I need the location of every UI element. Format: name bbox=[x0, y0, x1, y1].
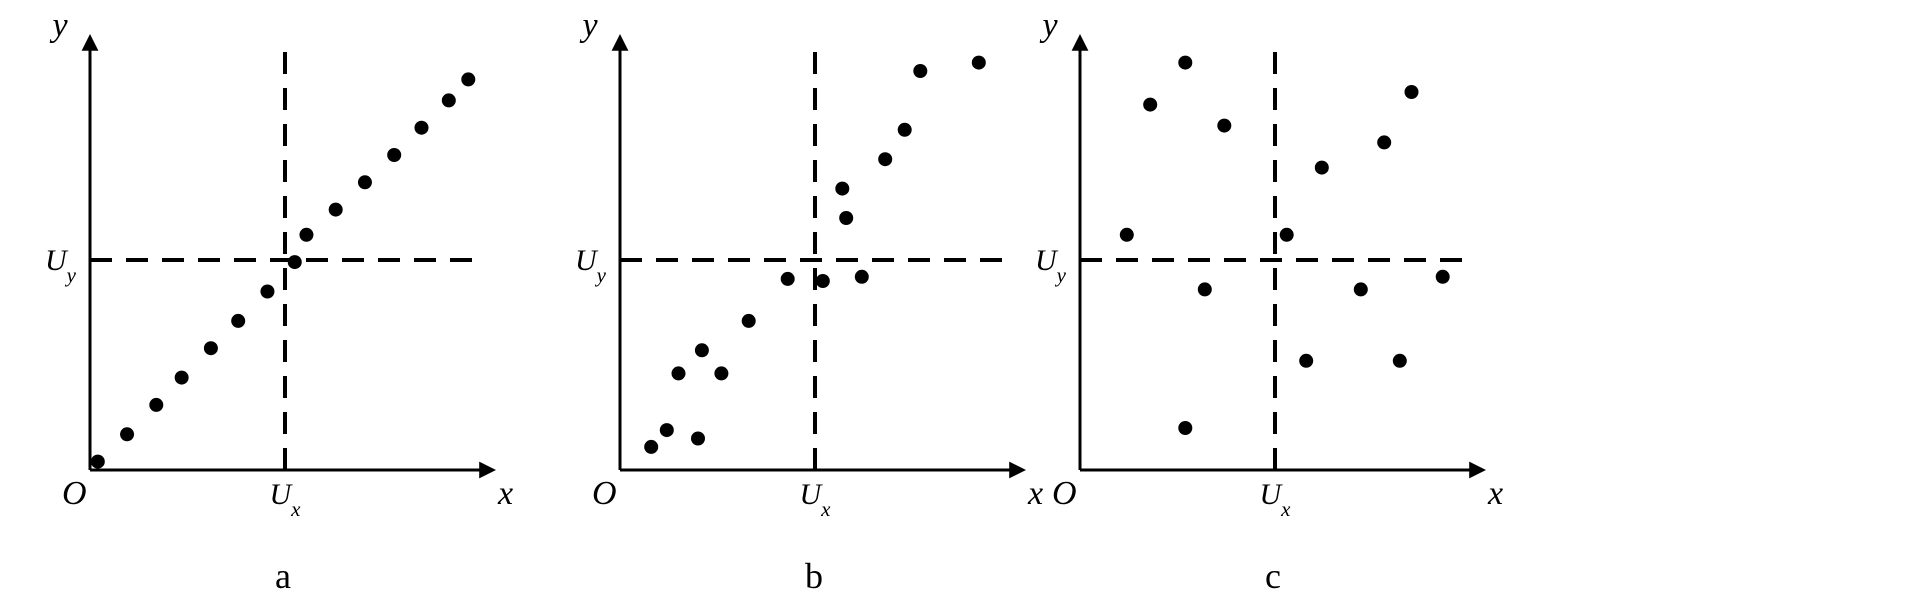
caption-a: a bbox=[275, 555, 291, 597]
scatter-c: Oy x Ux Uy bbox=[990, 0, 1510, 520]
data-point bbox=[714, 366, 728, 380]
panel-b: OyxUxUy b bbox=[530, 0, 1050, 520]
data-point bbox=[835, 182, 849, 196]
data-point bbox=[1120, 228, 1134, 242]
data-point bbox=[442, 93, 456, 107]
scatter-a: Oy x Ux Uy bbox=[0, 0, 520, 520]
data-point bbox=[299, 228, 313, 242]
data-point bbox=[288, 255, 302, 269]
data-point bbox=[1377, 135, 1391, 149]
data-point bbox=[1198, 282, 1212, 296]
origin-label: O bbox=[1052, 475, 1077, 512]
y-axis-label: y bbox=[579, 7, 598, 44]
data-point bbox=[839, 211, 853, 225]
origin-label: O bbox=[62, 475, 87, 512]
uy-label: Uy bbox=[1035, 244, 1067, 287]
data-point bbox=[149, 398, 163, 412]
data-point bbox=[1143, 98, 1157, 112]
data-point bbox=[1354, 282, 1368, 296]
data-point bbox=[816, 274, 830, 288]
data-point bbox=[913, 64, 927, 78]
caption-b: b bbox=[805, 555, 823, 597]
caption-c: c bbox=[1265, 555, 1281, 597]
data-point bbox=[1178, 421, 1192, 435]
data-point bbox=[1405, 85, 1419, 99]
data-point bbox=[1393, 354, 1407, 368]
data-point bbox=[781, 272, 795, 286]
ux-label: Ux bbox=[800, 478, 832, 520]
data-point bbox=[120, 427, 134, 441]
data-point bbox=[358, 175, 372, 189]
data-point bbox=[1436, 270, 1450, 284]
data-point bbox=[204, 341, 218, 355]
ux-label: Ux bbox=[1260, 478, 1292, 520]
x-axis-label: x bbox=[497, 475, 513, 512]
scatter-b: OyxUxUy bbox=[530, 0, 1050, 520]
data-point bbox=[742, 314, 756, 328]
data-point bbox=[695, 343, 709, 357]
data-point bbox=[1299, 354, 1313, 368]
data-point bbox=[329, 203, 343, 217]
data-point bbox=[91, 455, 105, 469]
data-point bbox=[387, 148, 401, 162]
panel-a: OyxUxUy a bbox=[0, 0, 520, 520]
y-axis-label: y bbox=[1039, 7, 1058, 44]
origin-label: O bbox=[592, 475, 617, 512]
panel-c: OyxUxUy c bbox=[990, 0, 1510, 520]
data-point bbox=[660, 423, 674, 437]
data-point bbox=[231, 314, 245, 328]
data-point bbox=[1178, 56, 1192, 70]
data-point bbox=[260, 285, 274, 299]
ux-label: Ux bbox=[270, 478, 302, 520]
data-point bbox=[878, 152, 892, 166]
data-point bbox=[175, 371, 189, 385]
page-root: { "layout": { "page_w": 1907, "page_h": … bbox=[0, 0, 1907, 610]
data-point bbox=[691, 432, 705, 446]
data-point bbox=[1280, 228, 1294, 242]
data-point bbox=[461, 72, 475, 86]
data-point bbox=[672, 366, 686, 380]
data-point bbox=[415, 121, 429, 135]
uy-label: Uy bbox=[575, 244, 607, 287]
data-point bbox=[898, 123, 912, 137]
uy-label: Uy bbox=[45, 244, 77, 287]
x-axis-label: x bbox=[1487, 475, 1503, 512]
data-point bbox=[1217, 119, 1231, 133]
data-point bbox=[972, 56, 986, 70]
data-point bbox=[1315, 161, 1329, 175]
y-axis-label: y bbox=[49, 7, 68, 44]
data-point bbox=[855, 270, 869, 284]
data-point bbox=[644, 440, 658, 454]
